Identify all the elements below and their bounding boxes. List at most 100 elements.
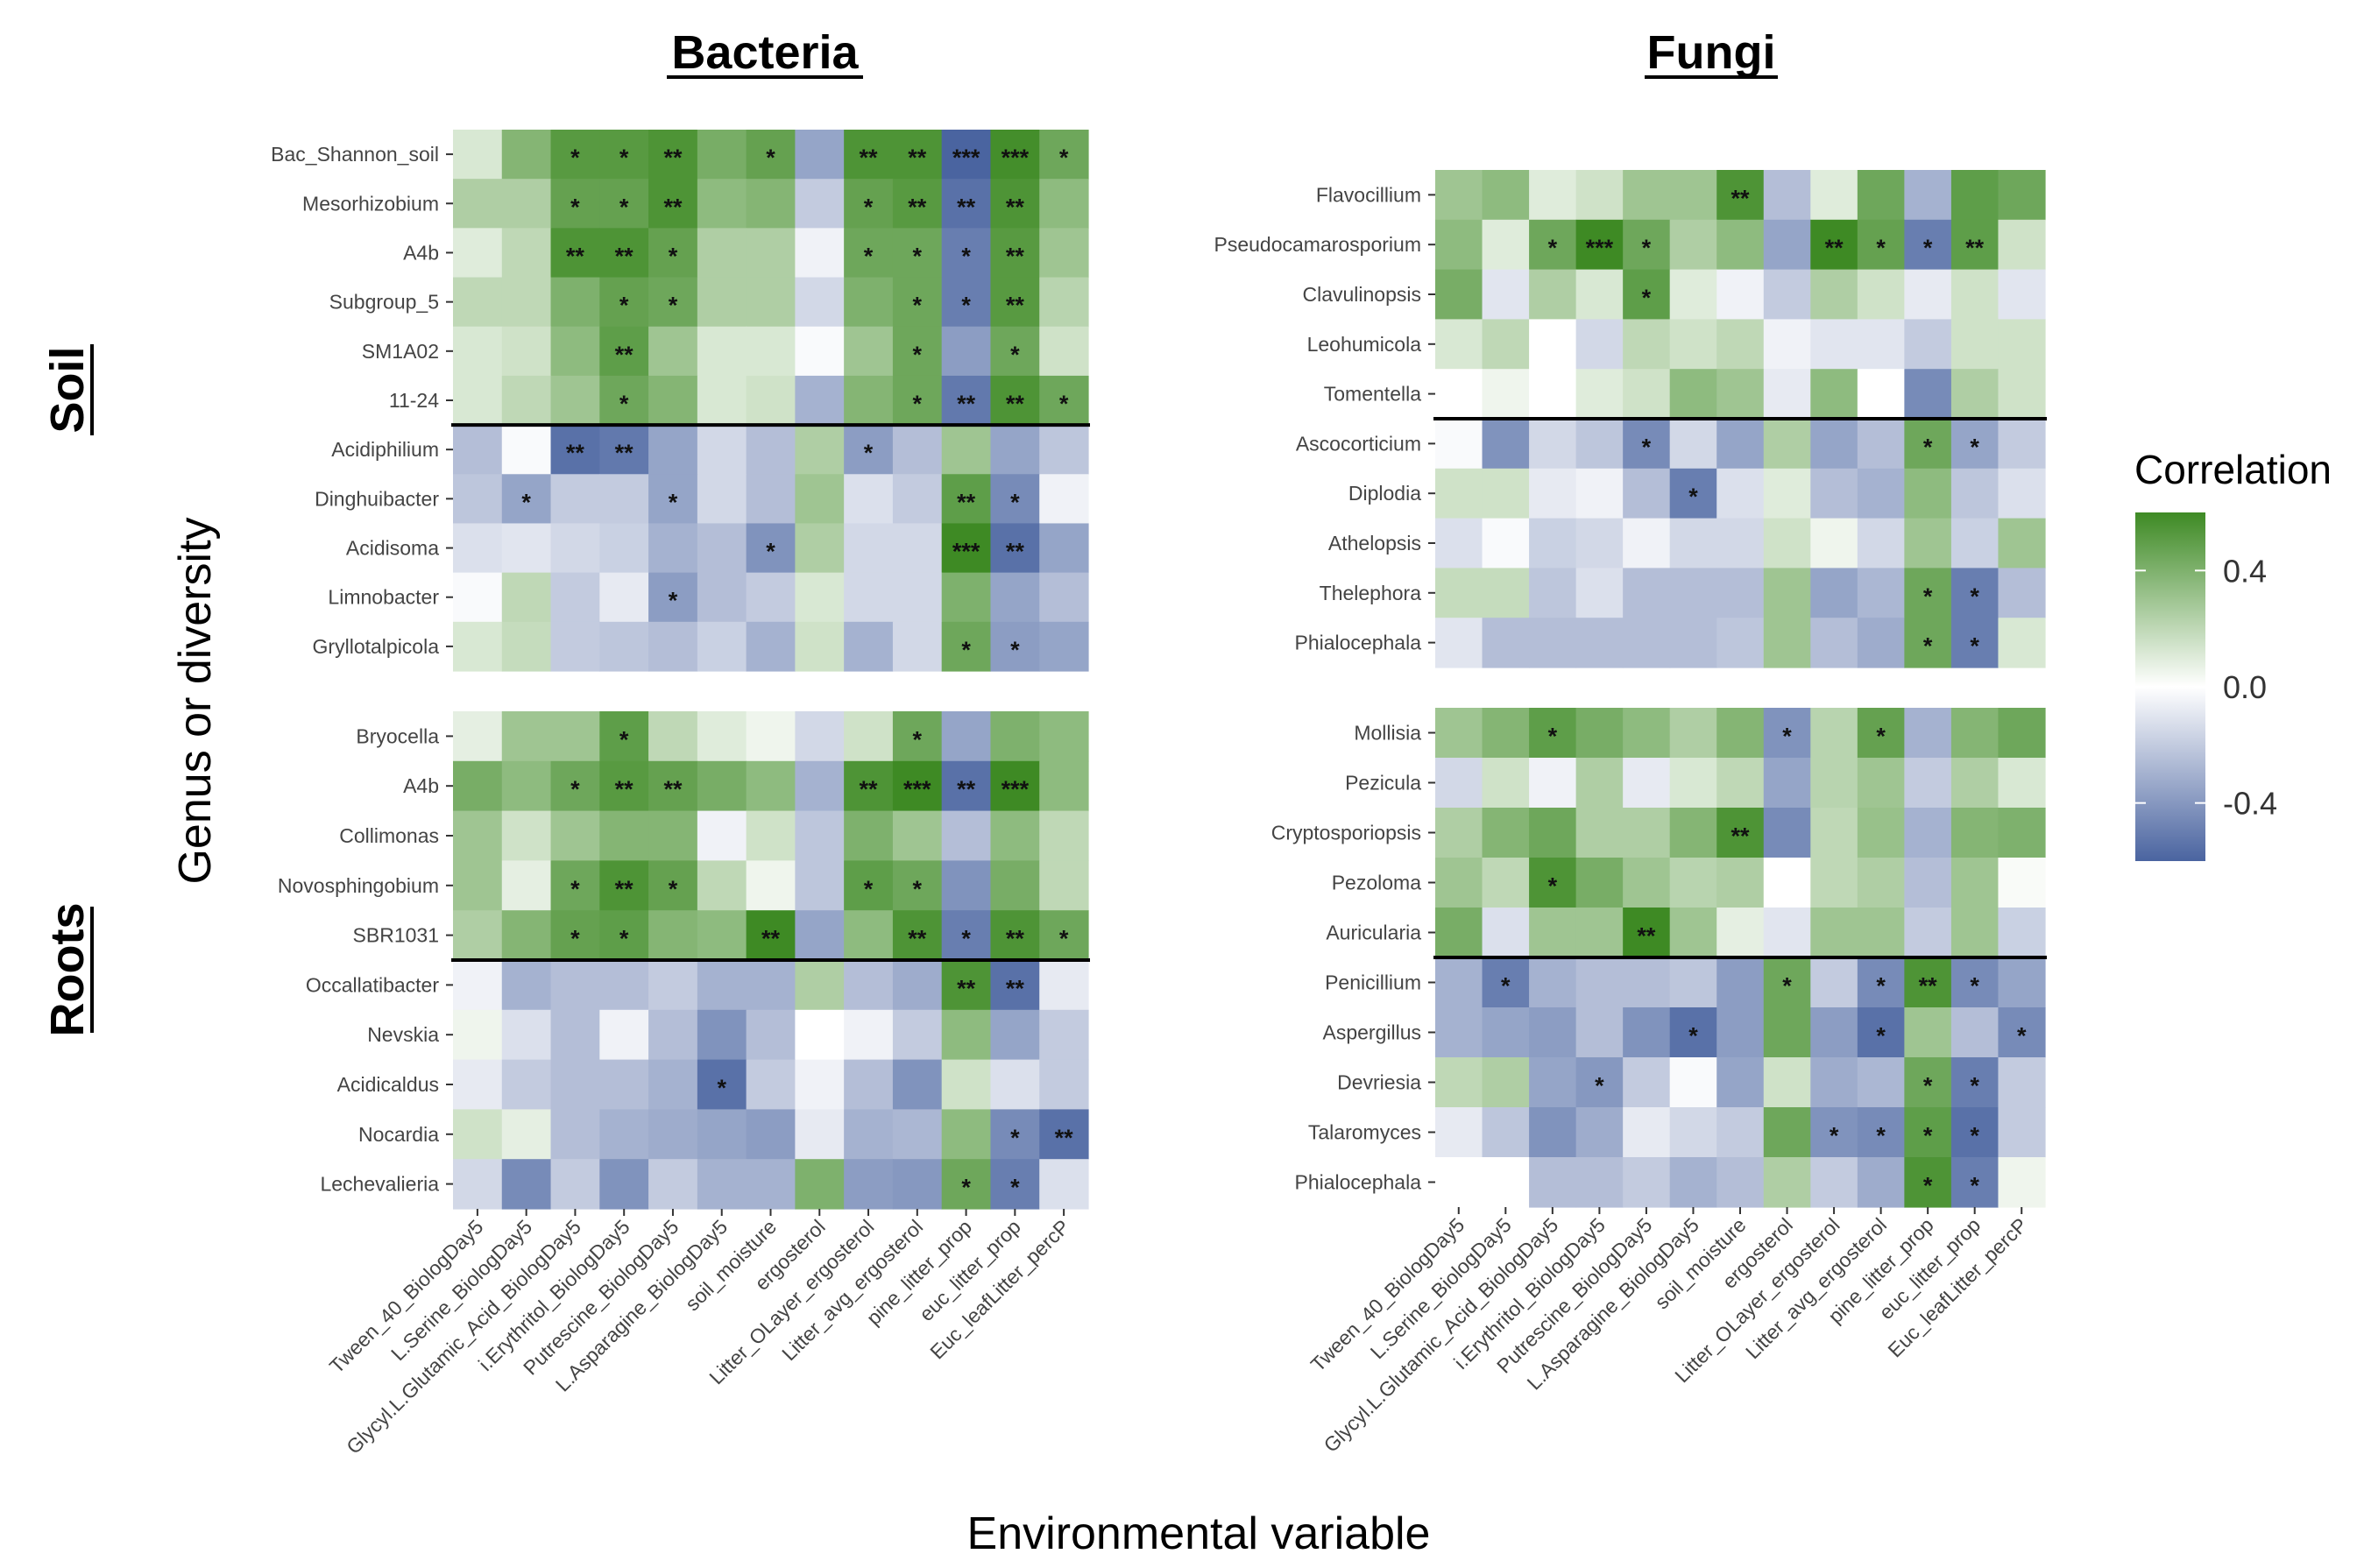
heatmap-cell [1950,518,1999,569]
significance-mark: * [619,391,629,417]
heatmap-cell [1716,1107,1765,1158]
heatmap-cell [990,910,1040,961]
heatmap-cell [501,1109,552,1160]
heatmap-cell [1575,808,1624,858]
heatmap-cell [1904,369,1952,420]
row-label: Devriesia [1337,1071,1421,1094]
heatmap-cell [1904,468,1952,519]
heatmap-cell [1998,419,2046,470]
heatmap-cell [892,910,943,961]
heatmap-cell [1669,808,1717,858]
row-label: Leohumicola [1307,333,1422,356]
heatmap-cell [1039,326,1089,377]
significance-mark: *** [1002,776,1030,802]
heatmap-cell [697,130,747,180]
significance-mark: ** [1965,235,1985,261]
heatmap-cell [1669,758,1717,809]
heatmap-cell [1810,219,1858,271]
heatmap-cell [1529,808,1577,858]
heatmap-cell [697,960,747,1011]
heatmap-cell [1998,1007,2046,1058]
heatmap-cell [1482,568,1530,618]
heatmap-cell [941,375,992,426]
heatmap-cell [941,760,992,812]
heatmap-cell [550,375,600,426]
heatmap-cell [453,375,503,426]
heatmap-cell [1529,858,1577,908]
heatmap-cell [892,810,943,861]
heatmap-cell [1482,319,1530,370]
significance-mark: ** [1006,391,1025,417]
heatmap-cell [1623,808,1671,858]
heatmap-cell [1575,1007,1624,1058]
heatmap-cell [892,523,943,574]
heatmap-cell [1810,319,1858,370]
heatmap-cell [1529,369,1577,420]
heatmap-cell [892,860,943,911]
heatmap-cell [1950,957,1999,1008]
row-label: Acidiphilium [331,438,439,461]
heatmap-cell [648,425,698,475]
heatmap-cell [892,375,943,426]
heatmap-cell [599,425,649,475]
significance-mark: * [1010,1175,1020,1201]
heatmap-cell [746,1059,796,1110]
heatmap-cell [1669,568,1717,618]
heatmap-cell [599,621,649,672]
heatmap-cell [1575,1057,1624,1108]
heatmap-cell [1810,1057,1858,1108]
heatmap-cell [1529,219,1577,271]
significance-mark: ** [1637,923,1656,950]
heatmap-cell [795,1109,845,1160]
heatmap-cell [1998,1157,2046,1208]
heatmap-cell [844,179,894,229]
significance-mark: ** [860,776,879,802]
heatmap-cell [990,228,1040,279]
heatmap-cell [599,179,649,229]
heatmap-cell [697,760,747,812]
row-label: Pezoloma [1332,872,1421,894]
heatmap-cell [550,228,600,279]
heatmap-cell [990,760,1040,812]
heatmap-cell [1669,170,1717,221]
heatmap-cell [844,960,894,1011]
heatmap-cell [648,1109,698,1160]
heatmap-cell [795,1059,845,1110]
heatmap-cell [1435,858,1483,908]
heatmap-cell [1482,957,1530,1008]
heatmap-cell [795,810,845,861]
heatmap-cell [1575,319,1624,370]
significance-mark: * [1010,489,1020,515]
heatmap-cell [746,960,796,1011]
significance-mark: * [1876,1123,1886,1149]
heatmap-cell [1669,319,1717,370]
heatmap-cell [1623,369,1671,420]
heatmap-cell [1623,858,1671,908]
heatmap-cell [844,523,894,574]
heatmap-cell [648,228,698,279]
heatmap-cell [1998,468,2046,519]
heatmap-cell [550,425,600,475]
heatmap-cell [1435,518,1483,569]
significance-mark: * [619,293,629,319]
row-label: Phialocephala [1294,1171,1421,1194]
heatmap-cell [1904,957,1952,1008]
heatmap-cell [550,910,600,961]
significance-mark: ** [1731,823,1750,850]
significance-mark: ** [860,145,879,171]
heatmap-cell [697,1159,747,1210]
heatmap-cell [1669,269,1717,320]
significance-mark: * [864,876,874,902]
heatmap-cell [1623,1057,1671,1108]
heatmap-cell [501,960,552,1011]
row-label: Talaromyces [1308,1121,1421,1144]
heatmap-cell [1810,269,1858,320]
heatmap-cell [1904,568,1952,618]
heatmap-cell [1998,858,2046,908]
heatmap-cell [599,474,649,525]
heatmap-cell [990,960,1040,1011]
significance-mark: * [669,293,678,319]
heatmap-cell [941,326,992,377]
heatmap-cell [1716,858,1765,908]
heatmap-cell [1763,758,1811,809]
